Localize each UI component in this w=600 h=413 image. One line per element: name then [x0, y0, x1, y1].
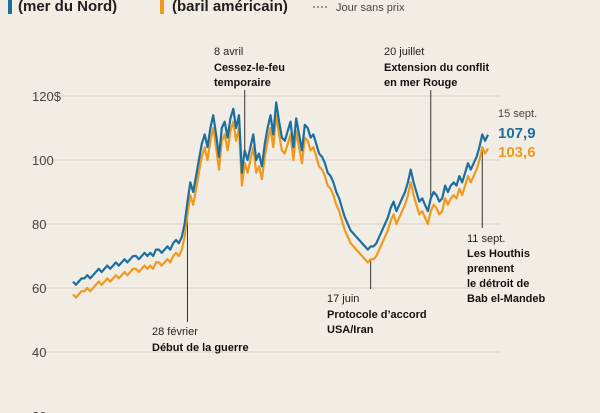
annotation-20-juillet: 20 juillet Extension du conflit en mer R… [384, 46, 489, 89]
annotation-line: Cessez-le-feu [214, 62, 285, 74]
annotation-line: Protocole d’accord [327, 309, 427, 321]
annotation-date: 20 juillet [384, 46, 424, 58]
annotation-line: en mer Rouge [384, 77, 457, 89]
annotation-line: Les Houthis [467, 248, 530, 260]
y-tick-label: 20 [32, 409, 46, 413]
wti-series-line [72, 114, 489, 299]
annotation-leaders [186, 90, 483, 322]
legend-brent-swatch [8, 0, 12, 14]
annotation-line: prennent [467, 263, 514, 275]
annotation-line: le détroit de [467, 278, 529, 290]
annotation-date: 8 avril [214, 46, 243, 58]
annotation-date: 11 sept. [467, 233, 505, 245]
wti-end-value: 103,6 [498, 144, 536, 161]
y-axis: 120$ 100 80 60 40 20 [32, 89, 62, 413]
annotation-line: Extension du conflit [384, 62, 489, 74]
annotation-28-fevrier: 28 février Début de la guerre [152, 326, 249, 354]
legend-brent-label: (mer du Nord) [18, 0, 117, 15]
y-tick-label: 60 [32, 281, 46, 296]
annotation-line: Début de la guerre [152, 342, 249, 354]
y-tick-label: 80 [32, 217, 46, 232]
y-tick-label: 120$ [32, 89, 62, 104]
y-tick-label: 100 [32, 153, 54, 168]
annotation-date: 28 février [152, 326, 198, 338]
legend-wti-label: (baril américain) [172, 0, 288, 15]
series-lines [72, 101, 489, 299]
y-tick-label: 40 [32, 345, 46, 360]
grid [32, 95, 500, 353]
annotation-17-juin: 17 juin Protocole d’accord USA/Iran [327, 293, 427, 336]
legend-no-price-label: Jour sans prix [336, 2, 405, 14]
end-date-label: 15 sept. [498, 108, 537, 120]
legend-wti-swatch [160, 0, 164, 14]
brent-series-line [72, 101, 489, 286]
annotation-line: Bab el-Mandeb [467, 293, 546, 305]
annotation-11-sept: 11 sept. Les Houthis prennent le détroit… [467, 233, 546, 305]
annotation-date: 17 juin [327, 293, 359, 305]
annotation-8-avril: 8 avril Cessez-le-feu temporaire [214, 46, 285, 89]
annotation-line: temporaire [214, 77, 271, 89]
annotation-line: USA/Iran [327, 324, 374, 336]
brent-end-value: 107,9 [498, 125, 536, 142]
